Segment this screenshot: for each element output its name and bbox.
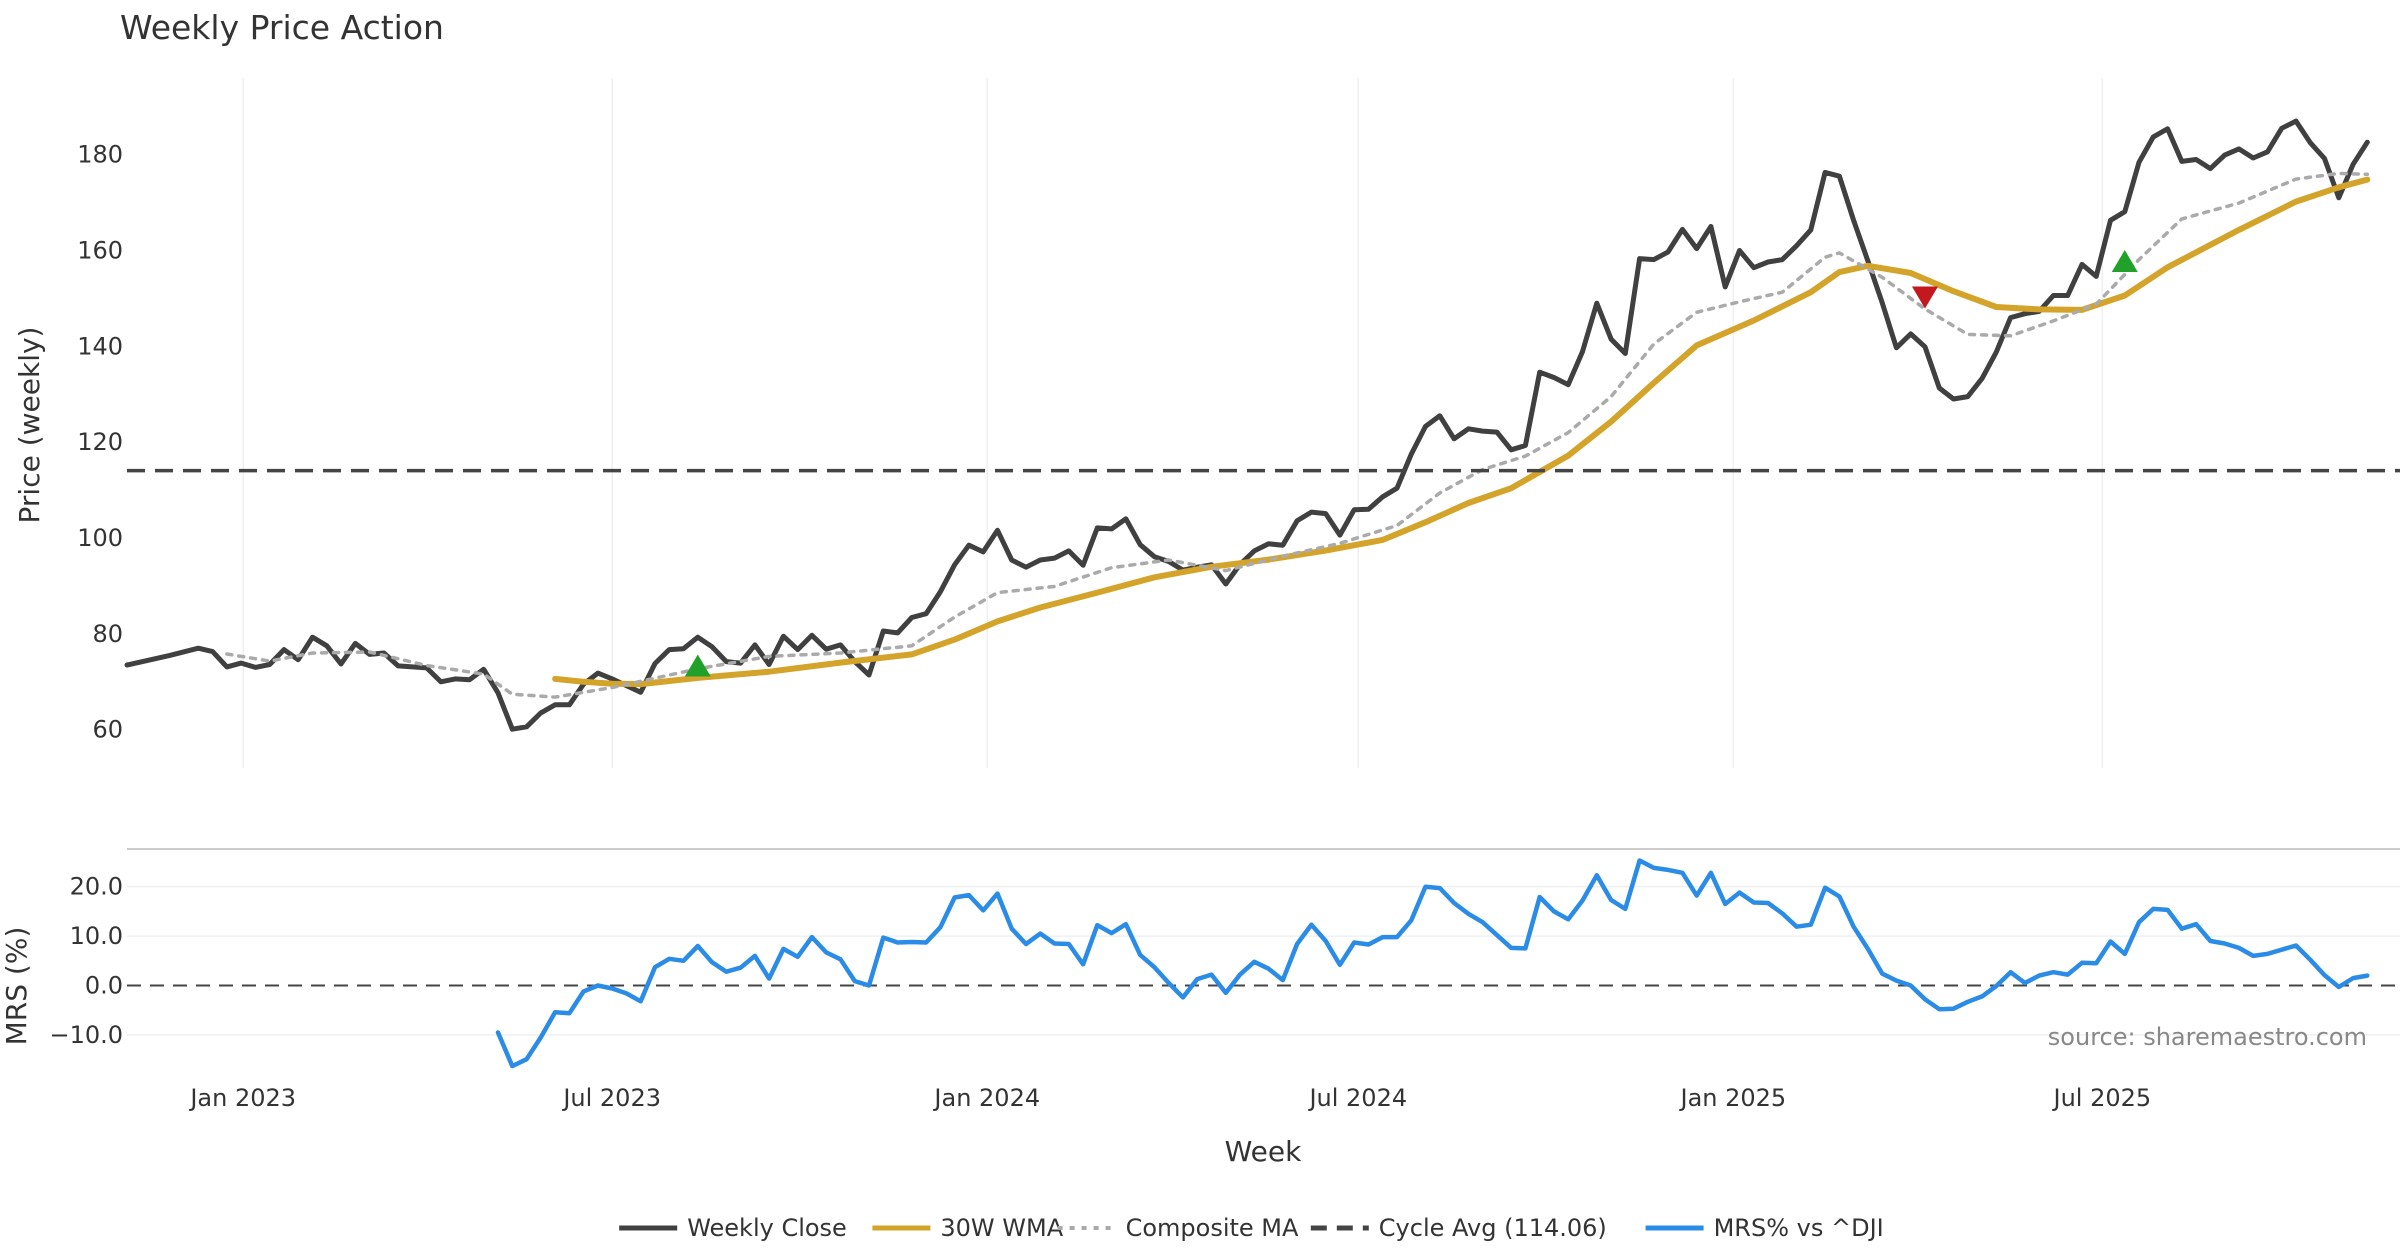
- price-y-tick-label: 140: [77, 332, 123, 360]
- mrs-y-tick-label: 10.0: [70, 922, 123, 950]
- x-tick-label: Jan 2023: [188, 1084, 296, 1112]
- x-tick-label: Jan 2024: [932, 1084, 1040, 1112]
- price-y-tick-label: 100: [77, 524, 123, 552]
- x-tick-label: Jan 2025: [1679, 1084, 1787, 1112]
- legend-label: Cycle Avg (114.06): [1379, 1214, 1607, 1242]
- sell-signal-marker: [1912, 286, 1938, 308]
- legend-label: 30W WMA: [940, 1214, 1063, 1242]
- source-annotation: source: sharemaestro.com: [2048, 1023, 2367, 1051]
- weekly-close-line: [127, 121, 2367, 729]
- legend-label: Composite MA: [1126, 1214, 1299, 1242]
- price-y-tick-label: 120: [77, 428, 123, 456]
- legend: Weekly Close 30W WMA Composite MA Cycle Avg…: [619, 1214, 1884, 1242]
- price-panel-series: [127, 121, 2400, 729]
- mrs-y-tick-label: −10.0: [49, 1021, 123, 1049]
- chart-title: Weekly Price Action: [120, 8, 444, 47]
- x-axis: Jan 2023 Jul 2023 Jan 2024 Jul 2024 Jan 2025…: [188, 1084, 2151, 1112]
- price-y-tick-label: 160: [77, 237, 123, 265]
- price-y-axis: 60 80 100 120 140 160 180: [77, 141, 123, 744]
- x-tick-label: Jul 2024: [1307, 1084, 1407, 1112]
- x-axis-label: Week: [1225, 1135, 1302, 1168]
- x-tick-label: Jul 2025: [2052, 1084, 2152, 1112]
- composite-ma-line: [227, 173, 2367, 697]
- mrs-y-tick-label: 20.0: [70, 873, 123, 901]
- mrs-panel-gridlines: [127, 887, 2400, 1035]
- mrs-y-axis: −10.0 0.0 10.0 20.0: [49, 873, 123, 1049]
- price-y-tick-label: 60: [92, 716, 123, 744]
- price-y-tick-label: 180: [77, 141, 123, 169]
- legend-label: Weekly Close: [687, 1214, 847, 1242]
- price-y-tick-label: 80: [92, 620, 123, 648]
- legend-label: MRS% vs ^DJI: [1714, 1214, 1884, 1242]
- mrs-y-axis-label: MRS (%): [0, 927, 33, 1046]
- x-tick-label: Jul 2023: [561, 1084, 661, 1112]
- buy-signal-marker: [2112, 250, 2138, 272]
- signal-markers: [685, 250, 2138, 676]
- mrs-y-tick-label: 0.0: [85, 972, 123, 1000]
- price-y-axis-label: Price (weekly): [13, 327, 46, 524]
